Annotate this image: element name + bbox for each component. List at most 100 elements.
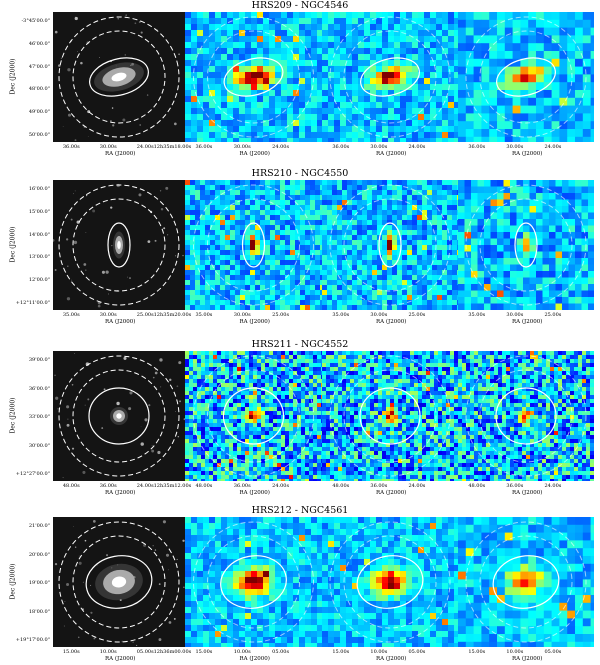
map-pixel (386, 375, 391, 380)
map-pixel (299, 84, 306, 91)
map-pixel (394, 60, 401, 67)
map-pixel (430, 66, 437, 73)
map-pixel (301, 463, 306, 468)
map-pixel (287, 48, 294, 55)
map-pixel (233, 407, 238, 412)
map-pixel (305, 367, 310, 372)
map-pixel (200, 250, 206, 256)
map-pixel (418, 36, 425, 43)
map-pixel (465, 136, 474, 142)
map-pixel (450, 363, 455, 368)
map-pixel (410, 363, 415, 368)
map-pixel (281, 138, 288, 142)
map-pixel (273, 431, 278, 436)
map-pixel (285, 407, 290, 412)
map-pixel (285, 295, 291, 301)
map-pixel (387, 290, 393, 296)
map-pixel (327, 295, 333, 301)
map-pixel (220, 280, 226, 286)
map-pixel (309, 367, 314, 372)
map-pixel (438, 383, 443, 388)
map-pixel (257, 383, 262, 388)
map-pixel (245, 132, 252, 139)
map-pixel (432, 235, 438, 241)
star-point (54, 269, 57, 271)
map-pixel (567, 113, 576, 122)
map-pixel (340, 48, 347, 55)
map-pixel (185, 383, 190, 388)
map-pixel (376, 96, 383, 103)
map-pixel (422, 240, 428, 246)
map-pixel (233, 96, 240, 103)
map-pixel (233, 475, 238, 480)
map-pixel (516, 199, 524, 207)
map-pixel (251, 42, 258, 49)
map-pixel (209, 387, 214, 392)
map-pixel (299, 42, 306, 49)
map-pixel (205, 185, 211, 191)
map-pixel (281, 467, 286, 472)
map-pixel (320, 190, 322, 196)
map-pixel (364, 102, 371, 109)
map-pixel (510, 180, 517, 187)
map-pixel (310, 290, 316, 296)
map-pixel (346, 78, 353, 85)
map-pixel (406, 132, 413, 139)
map-pixel (448, 108, 455, 115)
map-pixel (233, 467, 238, 472)
map-pixel (265, 363, 270, 368)
map-pixel (357, 305, 363, 310)
map-pixel (362, 250, 368, 256)
map-pixel (590, 19, 594, 28)
map-pixel (213, 411, 218, 416)
map-pixel (442, 72, 449, 79)
map-pixel (209, 48, 216, 55)
map-pixel (352, 24, 359, 31)
map-pixel (275, 180, 281, 186)
map-pixel (432, 185, 438, 191)
map-pixel (367, 240, 373, 246)
map-pixel (342, 387, 347, 392)
map-pixel (497, 212, 504, 220)
map-pixel (357, 180, 363, 186)
map-pixel (386, 351, 391, 356)
map-pixel (299, 24, 306, 31)
map-pixel (562, 219, 569, 226)
map-pixel (201, 371, 206, 376)
map-pixel (559, 105, 568, 114)
map-pixel (190, 195, 196, 201)
map-pixel (265, 407, 270, 412)
map-pixel (245, 235, 251, 241)
map-pixel (442, 48, 449, 55)
map-pixel (454, 379, 458, 384)
map-pixel (310, 200, 316, 206)
map-pixel (213, 403, 218, 408)
map-pixel (430, 96, 437, 103)
map-pixel (185, 102, 192, 109)
map-pixel (352, 30, 359, 37)
map-pixel (436, 120, 443, 127)
map-pixel (377, 265, 383, 271)
map-pixel (245, 180, 251, 186)
map-pixel (424, 114, 431, 121)
map-pixel (313, 471, 318, 476)
map-pixel (280, 280, 286, 286)
map-pixel (328, 48, 335, 55)
map-pixel (233, 363, 238, 368)
map-pixel (352, 205, 358, 211)
map-pixel (277, 367, 282, 372)
map-pixel (442, 275, 448, 281)
map-pixel (370, 60, 377, 67)
map-pixel (471, 206, 478, 213)
map-pixel (326, 371, 331, 376)
map-pixel (458, 212, 465, 220)
map-pixel (209, 36, 216, 43)
figure-row: HRS211 - NGC4552 Dec (J2000) 39'00.0" 36'00… (0, 339, 600, 499)
row-title: HRS211 - NGC4552 (251, 339, 349, 350)
map-pixel (197, 36, 204, 43)
map-pixel (376, 54, 383, 61)
map-pixel (245, 391, 250, 396)
map-pixel (189, 379, 194, 384)
map-pixel (412, 265, 418, 271)
map-pixel (269, 383, 274, 388)
